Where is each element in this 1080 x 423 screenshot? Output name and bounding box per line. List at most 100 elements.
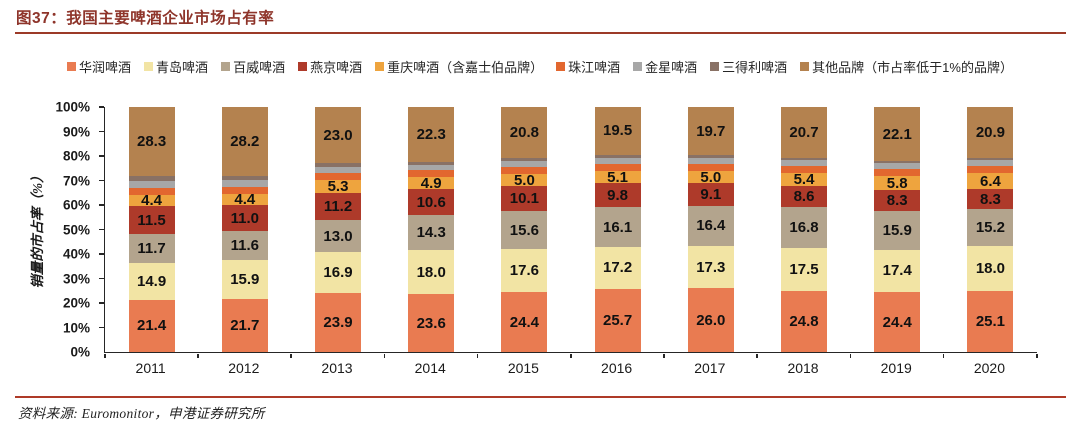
bar-segment: 14.3: [408, 215, 455, 251]
bar-segment: 4.9: [408, 176, 455, 191]
data-label: 16.8: [789, 219, 819, 237]
bar-segment: [501, 166, 548, 174]
bar-segment: 17.4: [874, 249, 921, 293]
bar-segment: 19.5: [594, 107, 641, 155]
bar-segment: [501, 160, 548, 167]
bar-segment: [128, 176, 175, 182]
legend-swatch-icon: [298, 62, 308, 71]
bar-segment: 18.0: [408, 250, 455, 295]
stacked-bar-2020: 25.1 18.0 15.2 8.3 6.4 20.9: [967, 107, 1014, 352]
stacked-bar-2017: 26.0 17.3 16.4 9.1 5.0 19.7: [687, 107, 734, 352]
data-label: 5.3: [327, 177, 349, 195]
y-tick-label: 80%: [62, 148, 90, 164]
bar-segment: 16.8: [781, 207, 828, 249]
bar-slot: 23.6 18.0 14.3 10.6 4.9 22.3: [385, 107, 478, 352]
y-axis-tick: [99, 179, 104, 181]
bar-segment: 28.3: [128, 107, 175, 177]
bar-segment: 10.6: [408, 189, 455, 216]
legend-swatch-icon: [556, 62, 566, 71]
legend-item: 燕京啤酒: [298, 57, 362, 76]
bar-segment: 24.8: [781, 291, 828, 352]
data-label: 26.0: [696, 311, 726, 329]
data-label: 28.3: [136, 133, 167, 151]
stacked-bar-2019: 24.4 17.4 15.9 8.3 5.8 22.1: [874, 107, 921, 352]
bar-slot: 25.1 18.0 15.2 8.3 6.4 20.9: [944, 107, 1037, 352]
data-label: 16.9: [323, 264, 353, 282]
bar-segment: [408, 161, 455, 165]
bar-segment: [221, 176, 268, 181]
bar-segment: [781, 165, 828, 173]
x-axis-label: 2016: [601, 360, 633, 376]
data-label: 18.0: [416, 263, 446, 281]
bar-segment: 5.8: [874, 174, 921, 192]
bar-segment: 15.9: [874, 210, 921, 250]
y-axis-tick: [99, 204, 104, 206]
data-label: 16.4: [696, 217, 726, 235]
bar-segment: 15.6: [501, 210, 548, 250]
bar-segment: 8.3: [967, 188, 1014, 210]
bar-segment: [594, 157, 641, 164]
x-axis-labels: 2011 2012 2013 2014 2015 2016 2017 2018 2019 2020: [104, 360, 1036, 376]
data-label: 23.0: [323, 126, 353, 144]
legend-swatch-icon: [710, 62, 720, 71]
bar-segment: 22.1: [874, 107, 921, 162]
bar-segment: 17.3: [687, 245, 734, 289]
y-axis-title: 销量的市占率（%）: [30, 169, 45, 289]
x-axis-label: 2020: [973, 360, 1005, 376]
data-label: 16.1: [603, 218, 633, 236]
data-label: 18.0: [975, 259, 1006, 277]
legend-swatch-icon: [67, 62, 77, 71]
bar-slot: 25.7 17.2 16.1 9.8 5.1 19.5: [571, 107, 664, 352]
y-axis-tick: [99, 228, 104, 230]
y-tick-label: 50%: [62, 222, 90, 237]
bar-segment: [874, 163, 921, 170]
data-label: 17.5: [789, 261, 819, 279]
x-axis-tick: [1036, 353, 1038, 358]
bar-slot: 24.4 17.6 15.6 10.1 5.0 20.8: [478, 107, 571, 352]
bar-slot: 24.8 17.5 16.8 8.6 5.4 20.7: [757, 107, 850, 352]
y-tick-label: 100%: [55, 99, 90, 115]
bar-segment: [687, 155, 734, 158]
bar-segment: 17.6: [501, 249, 548, 293]
y-axis-tick: [99, 302, 104, 304]
stacked-bar-2013: 23.9 16.9 13.0 11.2 5.3 23.0: [315, 107, 361, 352]
data-label: 25.1: [975, 312, 1006, 330]
data-label: 24.4: [882, 313, 912, 331]
data-label: 22.3: [416, 125, 446, 143]
legend-item: 百威啤酒: [221, 57, 285, 76]
legend-label: 青岛啤酒: [156, 60, 209, 75]
bar-segment: [315, 163, 361, 167]
data-label: 4.4: [141, 192, 163, 210]
stacked-bar-2014: 23.6 18.0 14.3 10.6 4.9 22.3: [408, 107, 455, 352]
data-label: 8.6: [793, 188, 815, 206]
source-note: 资料来源: Euromonitor，申港证券研究所: [18, 406, 265, 421]
data-label: 4.4: [234, 190, 256, 208]
bar-segment: [781, 159, 828, 166]
legend-item: 金星啤酒: [633, 57, 697, 76]
legend-swatch-icon: [633, 62, 643, 71]
bar-segment: 25.7: [594, 289, 641, 352]
bar-segment: 24.4: [501, 292, 548, 352]
data-label: 5.0: [513, 171, 535, 189]
data-label: 5.0: [700, 168, 722, 186]
bar-segment: 17.5: [781, 248, 828, 292]
data-label: 19.7: [696, 122, 726, 140]
legend-item: 华润啤酒: [67, 57, 131, 76]
data-label: 6.4: [979, 172, 1001, 190]
data-label: 5.8: [886, 174, 908, 192]
bar-segment: [128, 188, 175, 196]
bar-segment: 8.3: [874, 190, 921, 211]
bar-segment: 20.9: [967, 107, 1014, 159]
bar-segment: 15.9: [221, 259, 268, 299]
bar-segment: [967, 166, 1014, 174]
data-label: 15.6: [509, 221, 539, 239]
bar-segment: 5.0: [687, 168, 734, 186]
bar-segment: 28.2: [221, 107, 268, 177]
legend-label: 华润啤酒: [79, 60, 132, 75]
legend-swatch-icon: [375, 62, 385, 71]
x-axis-label: 2012: [228, 360, 260, 376]
bar-segment: 14.9: [128, 263, 175, 300]
bar-segment: [967, 158, 1014, 161]
x-axis-tick: [476, 353, 479, 358]
data-label: 17.6: [509, 262, 539, 280]
